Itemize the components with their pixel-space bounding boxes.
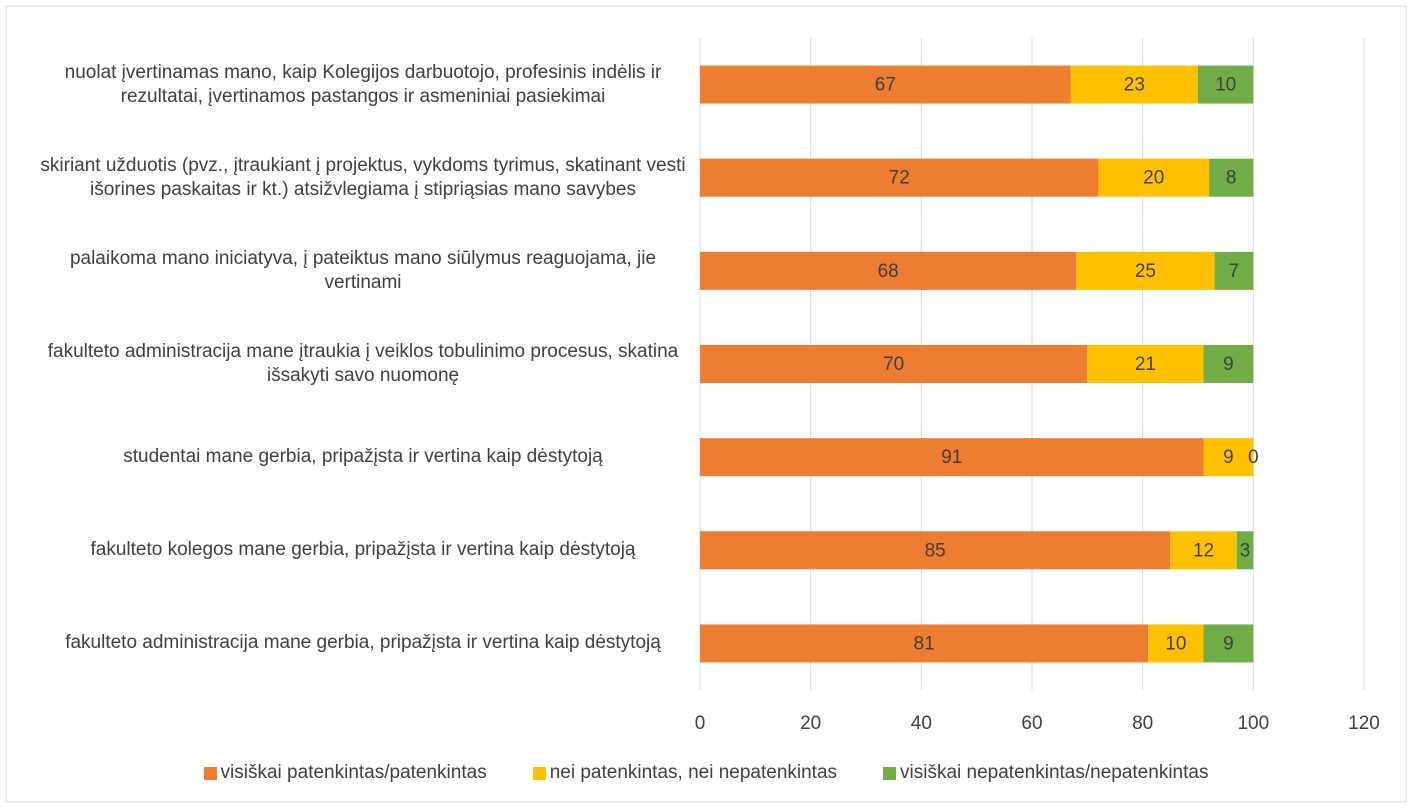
data-label: 70 [883,354,904,375]
data-label: 12 [1193,540,1214,561]
bar-segment [700,438,1204,477]
data-label: 72 [889,168,910,189]
bar-segment [1198,65,1254,104]
chart-border [5,5,1407,803]
bar-segment [700,251,1077,290]
bar-segment [1203,624,1254,663]
legend-label: nei patenkintas, nei nepatenkintas [549,762,838,783]
data-label: 10 [1165,633,1186,654]
legend-item: visiškai nepatenkintas/nepatenkintas [883,762,1208,784]
category-label: studentai mane gerbia, pripažįsta ir ver… [123,446,603,468]
legend-swatch [883,766,897,780]
x-tick-label: 60 [1021,713,1042,734]
data-label: 7 [1229,261,1240,282]
data-label: 68 [878,261,899,282]
bar-segment [1076,251,1215,290]
bar-segment [700,531,1171,570]
category-label: nuolat įvertinamas mano, kaip Kolegijos … [64,61,662,107]
category-label: fakulteto administracija mane gerbia, pr… [65,632,661,654]
data-label: 85 [925,540,946,561]
bar-segment [700,65,1071,104]
x-tick-label: 0 [695,713,706,734]
data-label: 10 [1215,75,1236,96]
legend-label: visiškai patenkintas/patenkintas [220,762,487,783]
x-tick-label: 20 [800,713,821,734]
data-label: 0 [1248,447,1259,468]
data-label: 67 [875,75,896,96]
data-label: 9 [1223,354,1234,375]
category-label: fakulteto administracija mane įtraukia į… [47,341,679,386]
legend-item: nei patenkintas, nei nepatenkintas [532,762,838,784]
data-label: 9 [1223,633,1234,654]
data-label: 81 [914,633,935,654]
bar-segment [700,345,1088,383]
data-label: 23 [1124,75,1145,96]
bar-segment [700,624,1149,663]
legend-swatch [532,766,546,780]
legend: visiškai patenkintas/patenkintas nei pate… [0,762,1412,784]
bar-segment [1087,345,1204,383]
x-tick-label: 120 [1348,713,1380,734]
data-label: 8 [1226,168,1237,189]
legend-label: visiškai nepatenkintas/nepatenkintas [900,762,1209,783]
bar-segment [1148,624,1204,663]
legend-item: visiškai patenkintas/patenkintas [203,762,487,784]
x-tick-label: 80 [1132,713,1153,734]
bar-segment [1214,251,1254,290]
data-label: 3 [1240,540,1251,561]
data-label: 25 [1135,261,1156,282]
bar-segment [1209,158,1254,197]
bar-segment [700,158,1099,197]
bar-segment [1203,438,1254,477]
bar-segment [1098,158,1210,197]
category-label: skiriant užduotis (pvz., įtraukiant į pr… [40,154,686,200]
legend-swatch [203,766,217,780]
data-label: 9 [1223,447,1234,468]
data-label: 91 [941,447,962,468]
data-label: 20 [1143,168,1164,189]
x-tick-label: 100 [1237,713,1269,734]
bar-segment [1236,531,1254,570]
category-label: palaikoma mano iniciatyva, į pateiktus m… [69,247,657,293]
x-tick-label: 40 [911,713,932,734]
bar-segment [1203,345,1254,383]
data-label: 21 [1135,354,1156,375]
bar-segment [1070,65,1198,104]
category-label: fakulteto kolegos mane gerbia, pripažįst… [90,539,636,561]
bar-segment [1170,531,1237,570]
